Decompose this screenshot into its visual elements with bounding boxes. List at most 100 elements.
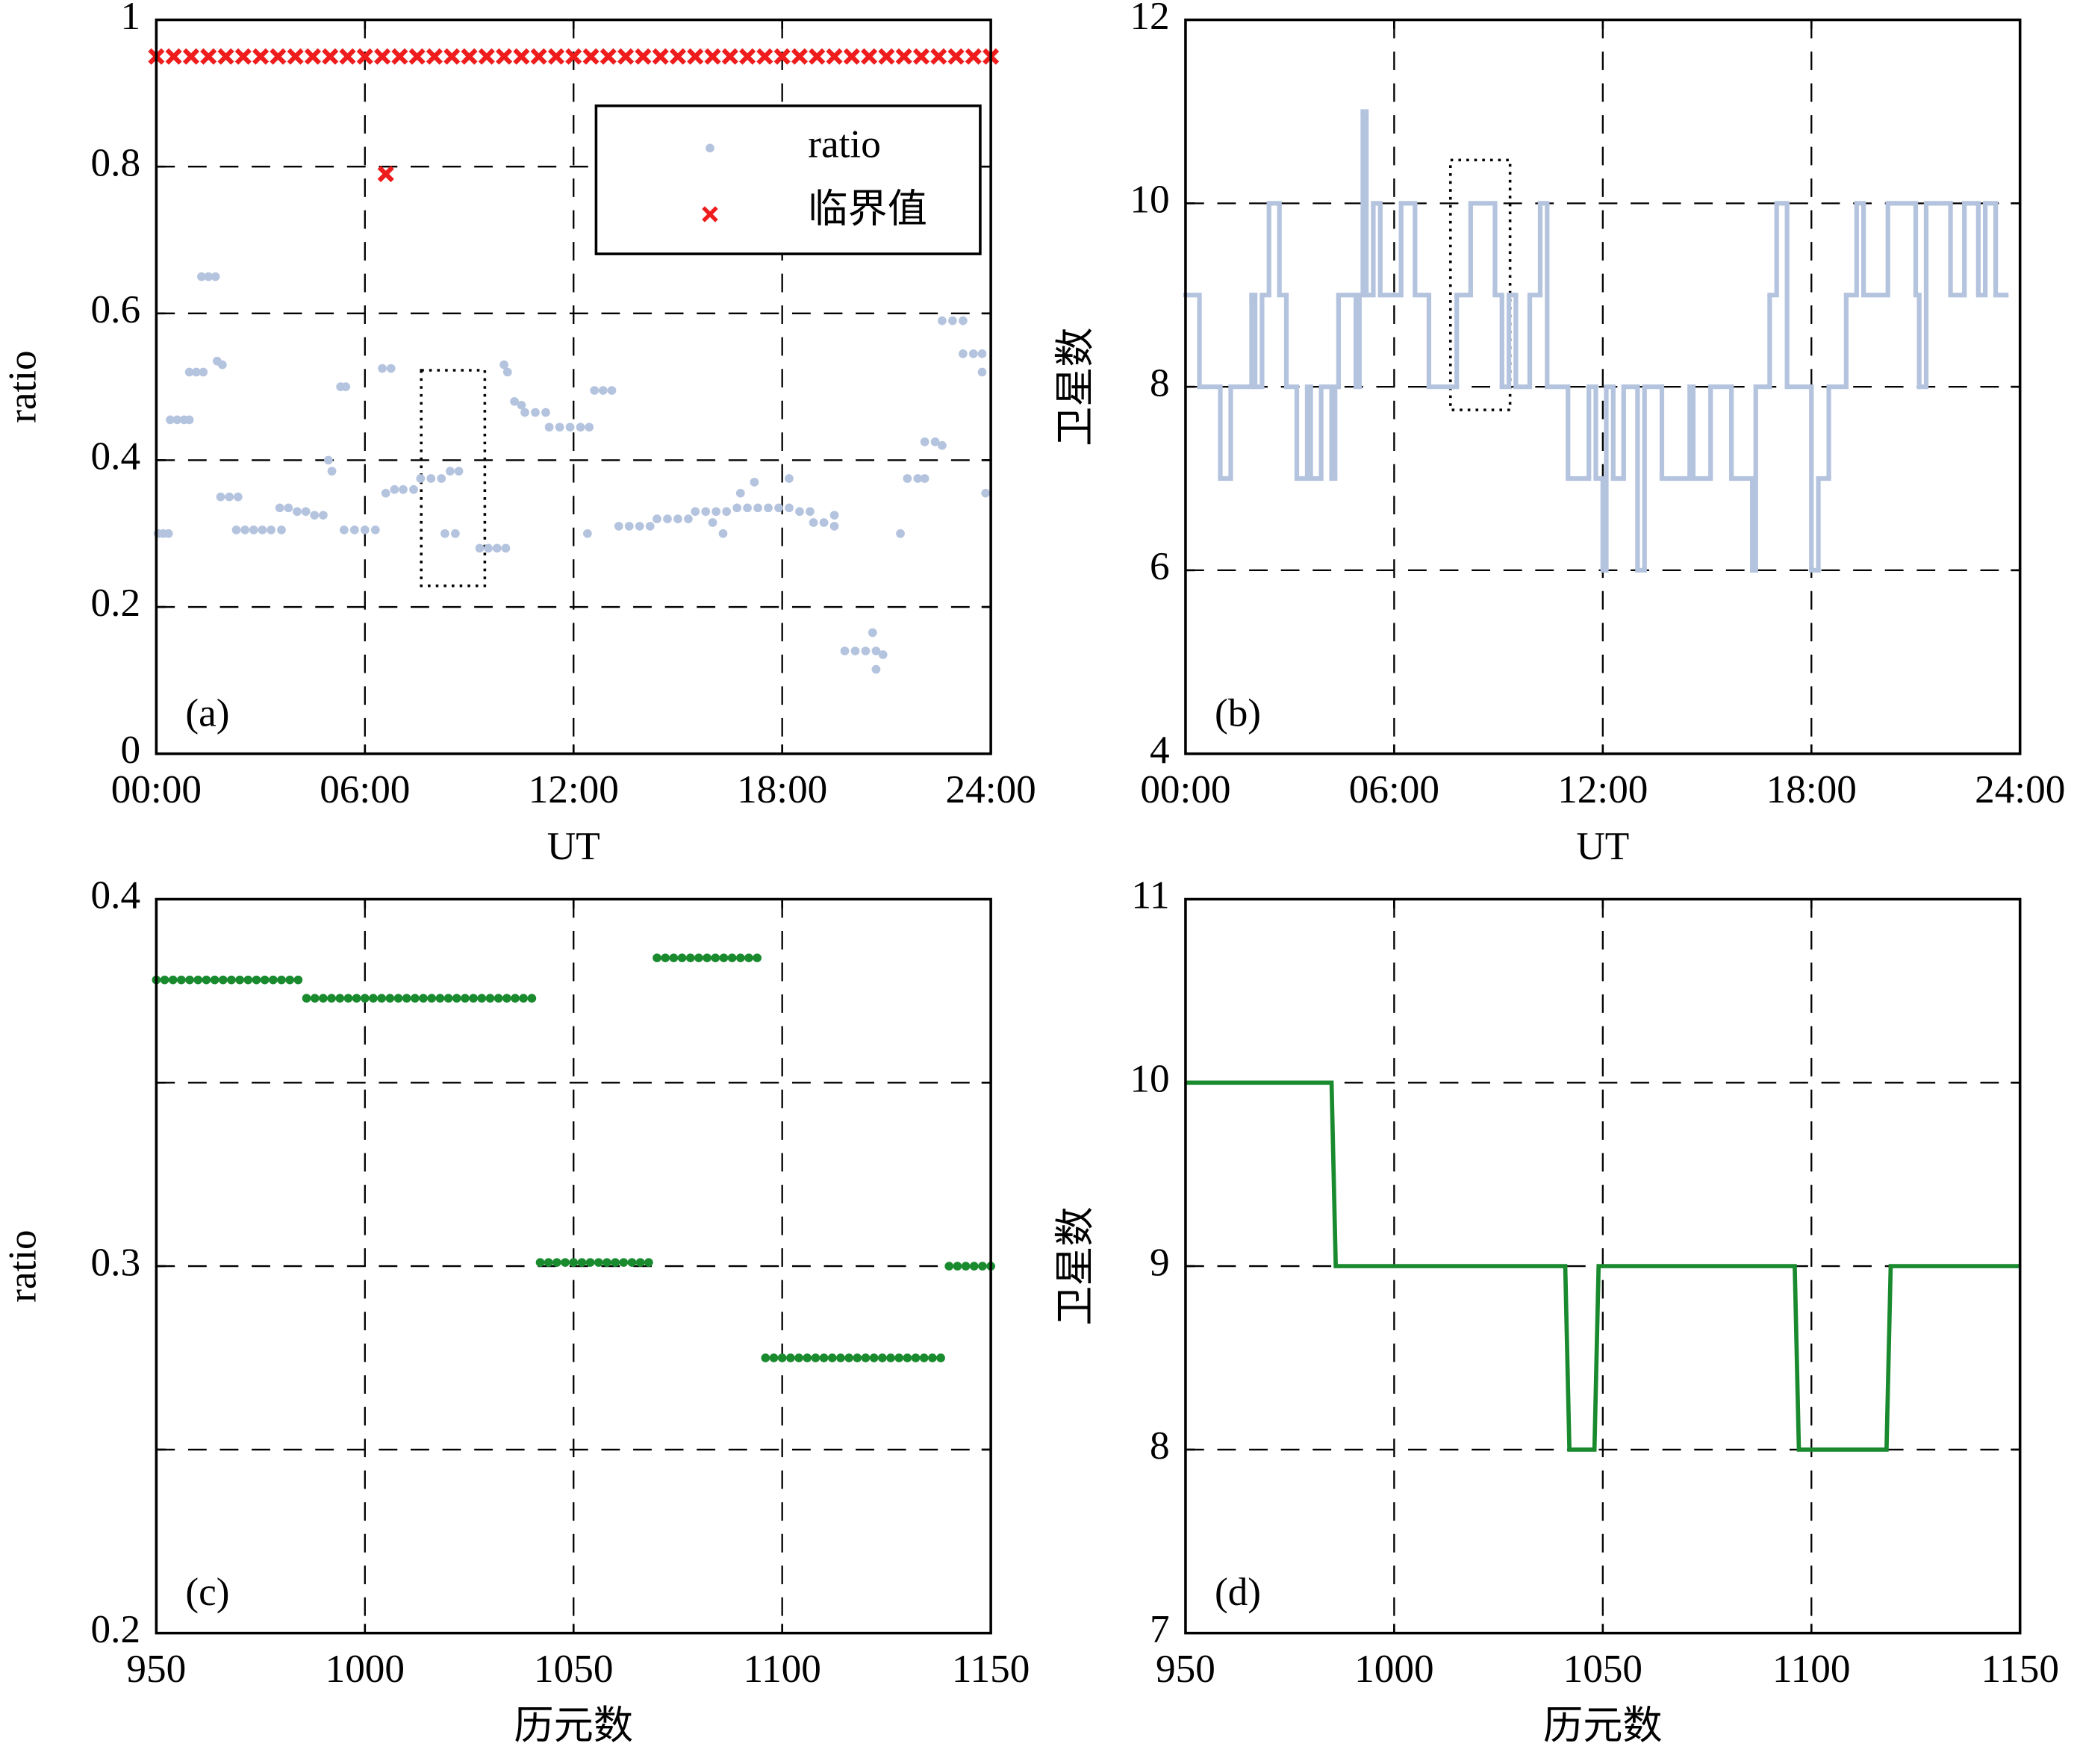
point: [794, 1353, 803, 1362]
point: [340, 525, 349, 535]
point: [685, 953, 695, 963]
point: [360, 994, 370, 1003]
x-tick-label: 1100: [743, 1647, 820, 1691]
marker: [252, 48, 270, 65]
marker: [773, 48, 791, 65]
y-axis-label: 卫星数: [1053, 1206, 1097, 1325]
x-tick-label: 1100: [1772, 1647, 1850, 1691]
point: [878, 650, 888, 659]
y-tick-label: 0.4: [91, 873, 141, 917]
line: [1185, 1080, 2020, 1452]
point: [511, 994, 520, 1003]
x-tick-label: 24:00: [946, 767, 1036, 811]
point: [795, 507, 804, 517]
point: [370, 525, 380, 535]
point: [919, 1353, 929, 1362]
point: [285, 975, 295, 985]
point: [569, 1258, 579, 1268]
x-tick-label: 06:00: [1349, 767, 1439, 811]
point: [277, 975, 286, 985]
point: [877, 1353, 887, 1362]
point: [164, 529, 173, 538]
y-tick-label: 0.3: [91, 1240, 141, 1284]
x-tick-label: 06:00: [320, 767, 410, 811]
point: [260, 975, 270, 985]
point: [903, 1353, 912, 1362]
point: [218, 975, 228, 985]
x-tick-label: 18:00: [1766, 767, 1857, 811]
point: [552, 1258, 561, 1268]
point: [501, 543, 511, 553]
point: [978, 1262, 987, 1271]
marker: [721, 48, 738, 65]
point: [477, 994, 487, 1003]
y-tick-label: 1: [120, 0, 140, 38]
point: [293, 975, 303, 985]
point: [233, 492, 243, 502]
x-tick-label: 24:00: [1975, 767, 2065, 811]
marker: [200, 48, 217, 65]
marker: [234, 48, 252, 65]
marker: [809, 48, 826, 65]
point: [936, 1353, 945, 1362]
y-axis-label: 卫星数: [1053, 327, 1097, 446]
point: [744, 953, 753, 963]
marker: [652, 48, 669, 65]
point: [669, 953, 679, 963]
point: [968, 349, 978, 358]
point: [819, 1353, 829, 1362]
point: [911, 1353, 921, 1362]
point: [602, 1258, 611, 1268]
point: [243, 975, 253, 985]
point: [555, 423, 564, 432]
point: [944, 1262, 954, 1271]
point: [166, 415, 175, 425]
point: [806, 507, 815, 517]
point: [210, 975, 219, 985]
point: [871, 646, 881, 655]
point: [335, 994, 345, 1003]
x-tick-label: 1150: [1981, 1647, 2058, 1691]
point: [484, 543, 493, 553]
point: [197, 272, 206, 281]
point: [701, 507, 711, 517]
x-tick-label: 12:00: [529, 767, 619, 811]
point: [231, 525, 241, 535]
point: [785, 503, 794, 513]
point: [469, 994, 478, 1003]
marker: [965, 48, 982, 65]
point: [343, 994, 353, 1003]
point: [735, 488, 745, 498]
point: [896, 529, 905, 538]
point: [227, 975, 236, 985]
x-tick-label: 00:00: [111, 767, 202, 811]
y-axis-label: ratio: [1, 350, 45, 423]
point: [204, 272, 214, 281]
marker: [547, 48, 565, 65]
point: [644, 1258, 653, 1268]
point: [199, 367, 208, 377]
x-tick-label: 1050: [534, 1647, 613, 1691]
point: [352, 994, 361, 1003]
point: [399, 484, 408, 494]
point: [635, 522, 644, 531]
point: [349, 525, 359, 535]
y-tick-label: 0.2: [91, 581, 141, 625]
marker: [426, 48, 443, 65]
point: [819, 518, 829, 527]
point: [653, 514, 661, 523]
y-tick-label: 0: [120, 728, 140, 772]
point: [493, 994, 503, 1003]
marker: [287, 48, 304, 65]
point: [624, 522, 634, 531]
point: [544, 1258, 553, 1268]
point: [541, 408, 550, 417]
point: [177, 975, 186, 985]
point: [761, 1353, 770, 1362]
point: [402, 994, 411, 1003]
point: [844, 1353, 853, 1362]
point: [172, 415, 182, 425]
x-tick-label: 950: [1156, 1647, 1215, 1691]
point: [409, 484, 418, 494]
